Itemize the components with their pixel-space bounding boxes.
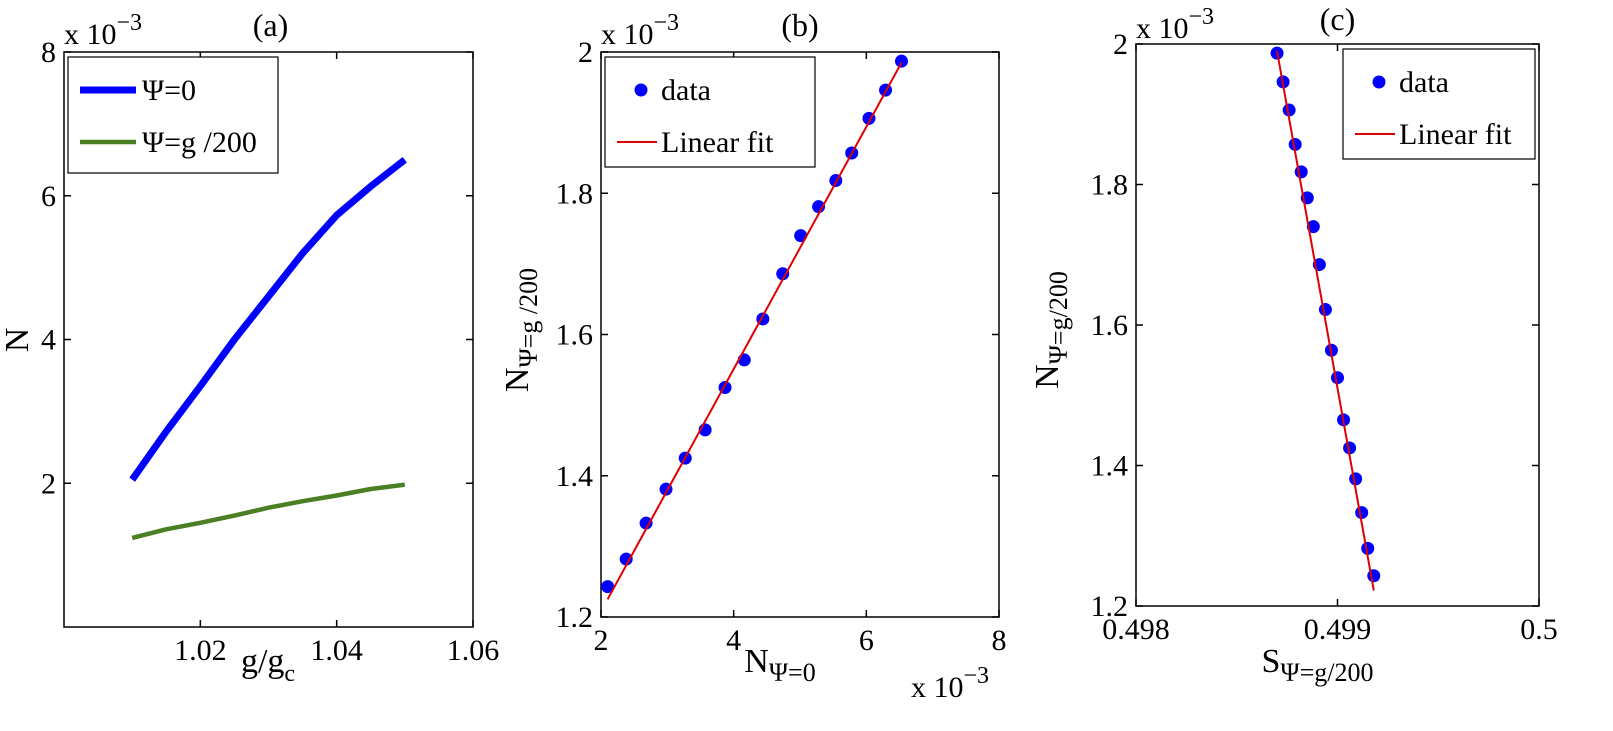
data-point [601, 580, 615, 594]
legend-label: Ψ=g /200 [142, 126, 257, 159]
y-tick-label: 1.2 [1091, 590, 1129, 623]
panel-title: (b) [781, 7, 818, 43]
data-point [894, 54, 908, 68]
panel-a: 1.02 1.04 1.06 2 4 6 8 (a) x 10−3 g/gc N Ψ=0 Ψ=g /20… [0, 7, 499, 687]
y-exponent-label: x 10−3 [1136, 4, 1214, 45]
y-tick-label: 1.4 [556, 460, 594, 493]
legend-label: Linear fit [1399, 118, 1512, 151]
x-exponent-label: x 10−3 [911, 663, 989, 704]
y-tick-label: 2 [578, 36, 593, 69]
data-point [1367, 569, 1381, 583]
x-tick-label: 1.02 [174, 634, 227, 667]
y-axis-label: NΨ=g /200 [499, 268, 543, 392]
y-tick-label: 2 [41, 467, 56, 500]
x-tick-label: 1.06 [447, 634, 500, 667]
y-tick-label: 1.8 [1091, 169, 1129, 202]
legend-box [604, 56, 816, 168]
y-tick-label: 1.2 [556, 601, 594, 634]
data-point [1361, 541, 1375, 555]
legend-box [1342, 48, 1536, 160]
y-axis-label: N [0, 328, 36, 353]
panel-c: 0.498 0.499 0.5 1.2 1.4 1.6 1.8 2 (c) x 10−3 SΨ=g/… [1029, 1, 1558, 687]
x-tick-label: 4 [726, 624, 741, 657]
legend: Ψ=0 Ψ=g /200 [67, 56, 279, 174]
legend-marker [634, 83, 648, 97]
series-line-1 [606, 62, 903, 600]
series-line-1 [131, 482, 406, 541]
data-point [776, 267, 790, 281]
data-point [1288, 137, 1302, 151]
x-tick-label: 6 [859, 624, 874, 657]
x-tick-label: 2 [594, 624, 609, 657]
x-axis-label: NΨ=0 [744, 643, 815, 687]
data-point [1349, 472, 1363, 486]
panel-title: (a) [253, 7, 289, 43]
x-tick-label: 0.498 [1102, 613, 1170, 646]
data-point [639, 516, 653, 530]
panel-title: (c) [1320, 1, 1356, 37]
x-tick-label: 8 [992, 624, 1007, 657]
x-tick-label: 1.04 [310, 634, 363, 667]
legend-label: data [661, 74, 711, 107]
y-tick-label: 2 [1113, 28, 1128, 61]
data-point [1282, 103, 1296, 117]
legend-marker [1372, 75, 1386, 89]
data-point [619, 552, 633, 566]
data-point [1294, 165, 1308, 179]
y-tick-label: 8 [41, 36, 56, 69]
data-point [1343, 441, 1357, 455]
y-tick-label: 1.8 [556, 177, 594, 210]
legend: data Linear fit [604, 56, 816, 168]
y-tick-label: 1.4 [1091, 450, 1129, 483]
legend-box [67, 56, 279, 174]
x-axis-label: SΨ=g/200 [1262, 643, 1374, 687]
legend-label: Linear fit [661, 126, 774, 159]
y-exponent-label: x 10−3 [601, 10, 679, 51]
x-tick-label: 0.5 [1520, 613, 1558, 646]
y-exponent-label: x 10−3 [64, 10, 142, 51]
y-axis-label: NΨ=g/200 [1029, 271, 1073, 389]
y-tick-label: 4 [41, 324, 56, 357]
y-tick-label: 1.6 [556, 319, 594, 352]
series-line-1 [1276, 50, 1375, 591]
y-tick-label: 1.6 [1091, 309, 1129, 342]
legend-label: data [1399, 66, 1449, 99]
data-point [1331, 371, 1344, 385]
series-line-0 [129, 157, 407, 482]
panel-b: 2 4 6 8 1.2 1.4 1.6 1.8 2 (b) x 10−3 x 10−3 NΨ=0 NΨ=g… [499, 7, 1007, 704]
data-point [1318, 303, 1332, 317]
data-point [1355, 506, 1369, 520]
legend: data Linear fit [1342, 48, 1536, 160]
x-axis-label: g/gc [241, 643, 295, 687]
y-tick-label: 6 [41, 180, 56, 213]
x-tick-label: 0.499 [1304, 613, 1372, 646]
legend-label: Ψ=0 [142, 74, 196, 107]
